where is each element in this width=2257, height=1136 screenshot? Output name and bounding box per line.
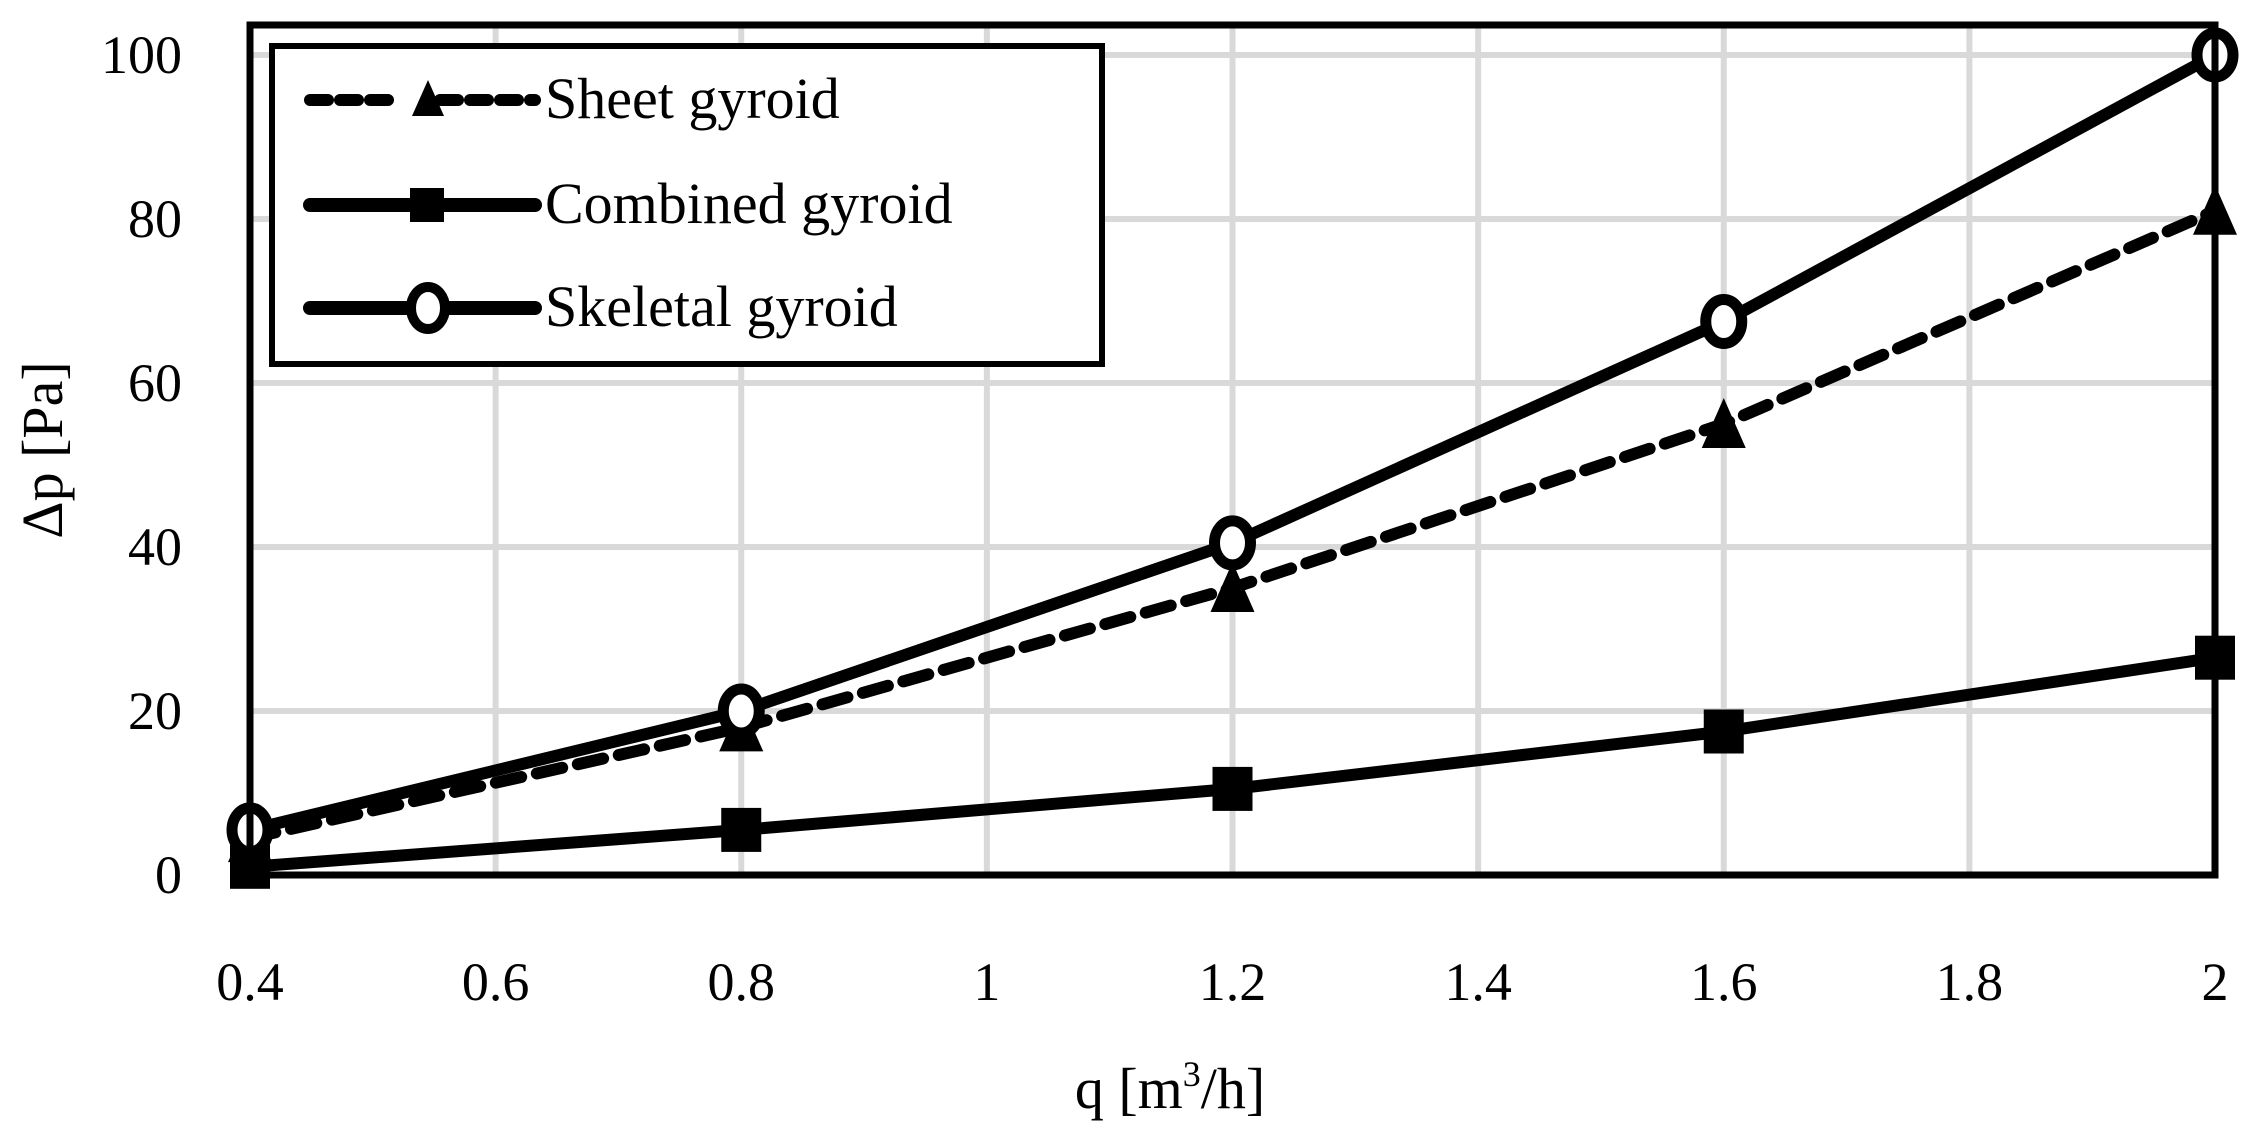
triangle-marker-icon (1701, 398, 1746, 448)
legend-item-combined-gyroid: Combined gyroid (303, 171, 953, 236)
square-marker-icon (410, 188, 444, 222)
legend-item-sheet-gyroid: Sheet gyroid (304, 66, 840, 131)
square-marker-icon (1212, 766, 1253, 811)
x-tick-label: 1.4 (1444, 952, 1512, 1012)
x-tick-label: 1.8 (1936, 952, 2004, 1012)
circle-marker-icon (1700, 294, 1748, 349)
square-marker-icon (1703, 709, 1744, 754)
legend: Sheet gyroid Combined gyroid Skeletal gy… (269, 43, 1105, 367)
x-tick-label: 1.2 (1199, 952, 1267, 1012)
y-axis-ticks: 0 20 40 60 80 100 (101, 25, 182, 905)
x-axis-title: q [m3/h] (1075, 1054, 1265, 1121)
x-tick-label: 2 (2202, 952, 2229, 1012)
svg-text:Combined gyroid: Combined gyroid (545, 171, 953, 236)
y-tick-label: 40 (128, 517, 182, 577)
plot-frame (246, 21, 2219, 879)
x-tick-label: 1 (973, 952, 1000, 1012)
triangle-marker-icon (1210, 562, 1255, 612)
circle-marker-icon (406, 282, 450, 334)
x-tick-label: 0.8 (708, 952, 776, 1012)
legend-item-skeletal-gyroid: Skeletal gyroid (303, 274, 898, 339)
y-tick-label: 100 (101, 25, 182, 85)
x-tick-label: 0.6 (462, 952, 530, 1012)
circle-marker-icon (717, 683, 765, 739)
series-combined-gyroid (230, 635, 2235, 889)
triangle-marker-icon (412, 80, 444, 116)
y-axis-title: Δp [Pa] (10, 361, 75, 538)
y-tick-label: 80 (128, 189, 182, 249)
svg-text:Sheet gyroid: Sheet gyroid (545, 66, 840, 131)
series-layer (226, 27, 2239, 889)
x-axis-ticks: 0.4 0.6 0.8 1 1.2 1.4 1.6 1.8 2 (216, 952, 2228, 1012)
y-tick-label: 60 (128, 353, 182, 413)
y-tick-label: 20 (128, 681, 182, 741)
x-tick-label: 0.4 (216, 952, 284, 1012)
svg-text:Skeletal gyroid: Skeletal gyroid (545, 274, 898, 339)
square-marker-icon (721, 807, 762, 852)
y-tick-label: 0 (155, 845, 182, 905)
circle-marker-icon (1209, 515, 1256, 571)
x-tick-label: 1.6 (1690, 952, 1758, 1012)
